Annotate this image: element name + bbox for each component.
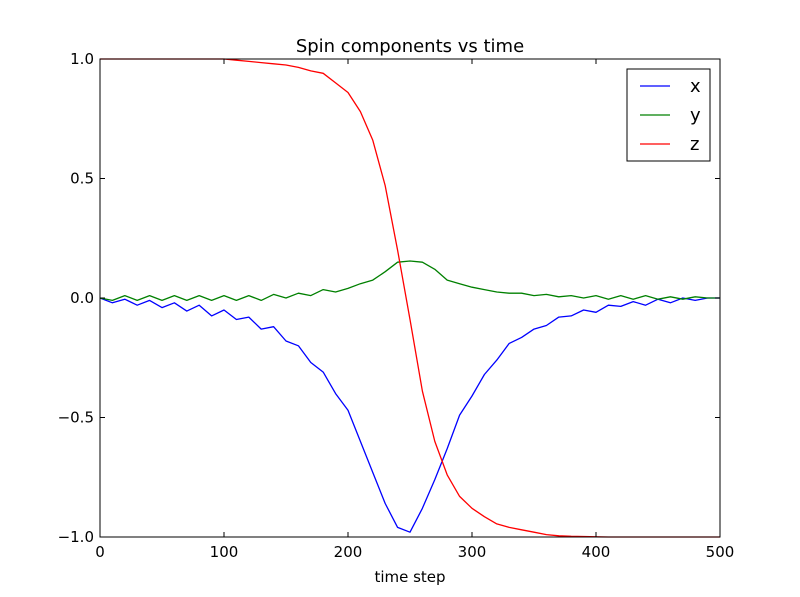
- x-axis-title: time step: [374, 568, 445, 586]
- x-tick-label: 500: [706, 543, 735, 561]
- x-tick-label: 200: [334, 543, 363, 561]
- y-tick-label: −0.5: [58, 409, 94, 427]
- series-line-x: [99, 297, 720, 533]
- x-tick-label: 0: [95, 543, 105, 561]
- x-tick-label: 300: [458, 543, 487, 561]
- legend-entries: xyz: [640, 76, 701, 155]
- y-tick-label: −1.0: [58, 528, 94, 546]
- x-tick-label: 400: [582, 543, 611, 561]
- y-axis: −1.0 −0.5 0.0 0.5 1.0: [58, 50, 720, 546]
- series-line-y: [99, 260, 720, 302]
- y-tick-label: 0.5: [70, 170, 94, 188]
- x-tick-label: 100: [210, 543, 239, 561]
- x-axis: 0 100 200 300 400 500: [95, 59, 734, 561]
- plot-area: 0 100 200 300 400 500 −1.0 −0.5 0.0 0.5 1.0: [58, 50, 735, 561]
- y-tick-label: 1.0: [70, 50, 94, 68]
- legend-label-z: z: [690, 134, 699, 155]
- chart-title: Spin components vs time: [296, 36, 524, 57]
- y-tick-label: 0.0: [70, 289, 94, 307]
- legend: xyz: [626, 68, 711, 162]
- legend-label-x: x: [690, 76, 701, 97]
- legend-label-y: y: [690, 105, 701, 126]
